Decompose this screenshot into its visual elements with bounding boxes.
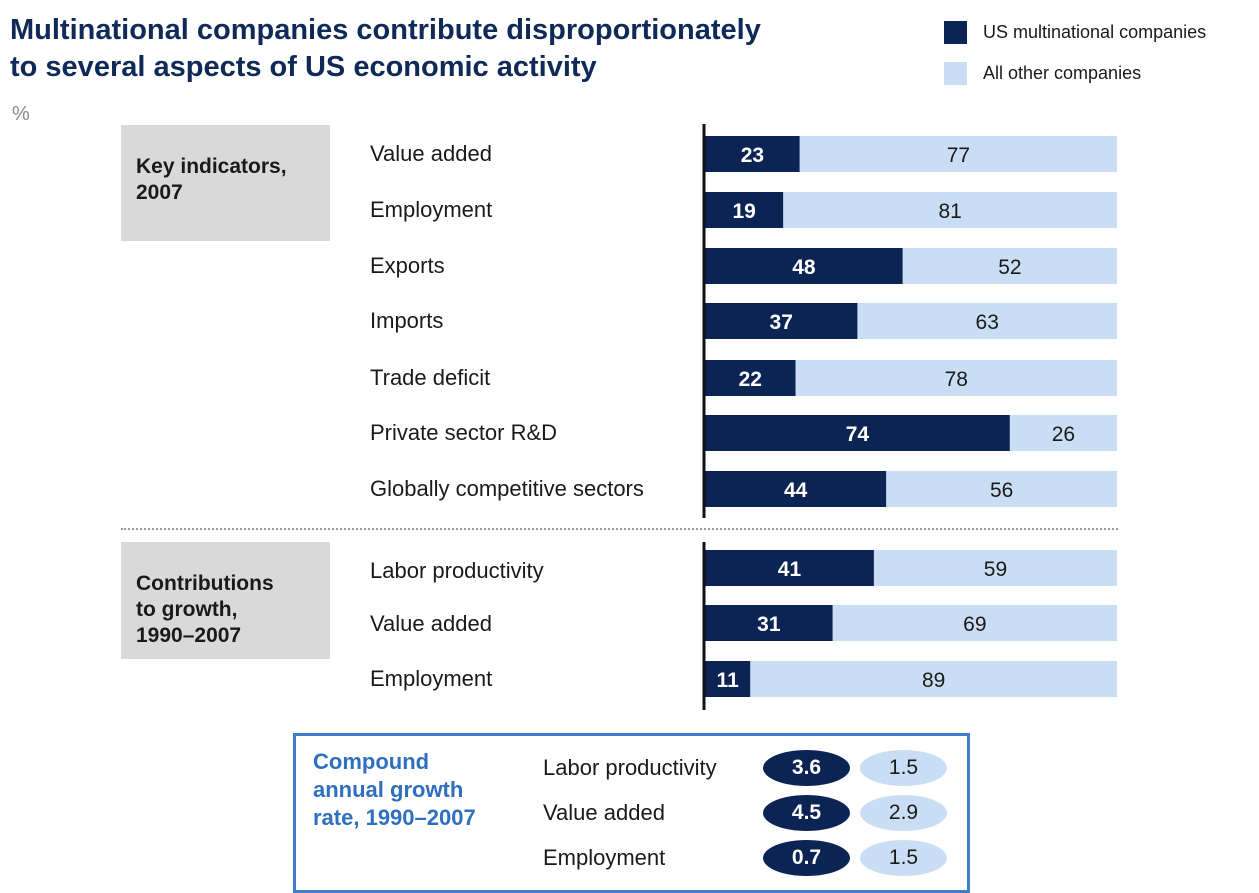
data-label-mnc: 41 xyxy=(778,558,802,581)
data-label-mnc: 23 xyxy=(741,144,764,167)
data-label-other: 52 xyxy=(998,256,1021,279)
cagr-row: Labor productivity 3.6 1.5 xyxy=(543,748,957,788)
group-contributions-to-growth: Contributions to growth, 1990–2007 xyxy=(121,542,330,659)
data-label-mnc: 19 xyxy=(732,200,755,223)
bar-mnc xyxy=(705,360,796,396)
bar-other xyxy=(795,360,1117,396)
row-label: Employment xyxy=(370,666,493,691)
cagr-row: Value added 4.5 2.9 xyxy=(543,793,957,833)
cagr-mnc-value: 3.6 xyxy=(763,750,850,786)
data-label-other: 78 xyxy=(945,368,968,391)
chart-title-line-1: Multinational companies contribute dispr… xyxy=(10,14,761,46)
cagr-row-label: Employment xyxy=(543,845,666,870)
bar-mnc xyxy=(705,550,874,586)
data-label-other: 89 xyxy=(922,669,945,692)
row-label: Globally competitive sectors xyxy=(370,476,644,501)
data-label-mnc: 48 xyxy=(792,256,816,279)
bar-other xyxy=(783,192,1117,228)
cagr-other-value: 2.9 xyxy=(860,795,947,831)
data-label-other: 81 xyxy=(938,200,961,223)
cagr-row-label: Labor productivity xyxy=(543,755,717,780)
data-label-mnc: 22 xyxy=(739,368,762,391)
bar-mnc xyxy=(705,661,751,697)
row-label: Labor productivity xyxy=(370,558,544,583)
bar-other xyxy=(1009,415,1117,451)
legend-swatch-mnc xyxy=(944,20,967,44)
row-label: Value added xyxy=(370,611,492,636)
data-label-other: 26 xyxy=(1052,423,1075,446)
bar-other xyxy=(873,550,1117,586)
section-divider xyxy=(121,528,1118,530)
cagr-title: Compound annual growth rate, 1990–2007 xyxy=(313,749,476,830)
cagr-mnc-value: 4.5 xyxy=(763,795,850,831)
cagr-row: Employment 0.7 1.5 xyxy=(543,838,957,878)
data-label-other: 63 xyxy=(976,311,999,334)
cagr-other-value: 1.5 xyxy=(860,840,947,876)
data-label-mnc: 31 xyxy=(757,613,781,636)
bar-other xyxy=(886,471,1117,507)
legend-item-mnc: US multinational companies xyxy=(944,16,1206,48)
chart-title-line-2: to several aspects of US economic activi… xyxy=(10,51,597,83)
legend-label-mnc: US multinational companies xyxy=(983,21,1207,42)
data-label-mnc: 44 xyxy=(784,479,808,502)
unit-label: % xyxy=(12,103,30,125)
stacked-bar-chart: 23 77 19 81 48 52 37 63 22 78 74 26 44 56 41 59 31 69 11 89 xyxy=(702,124,1117,710)
data-label-mnc: 37 xyxy=(770,311,793,334)
row-label: Value added xyxy=(370,141,492,166)
legend-swatch-other xyxy=(944,61,967,85)
data-label-other: 77 xyxy=(947,144,970,167)
bar-other xyxy=(799,136,1117,172)
legend-item-other: All other companies xyxy=(944,57,1206,89)
bar-mnc xyxy=(705,605,833,641)
bar-mnc xyxy=(705,303,858,339)
data-label-other: 69 xyxy=(963,613,986,636)
bar-mnc xyxy=(705,248,903,284)
data-label-mnc: 11 xyxy=(717,669,740,692)
row-label: Private sector R&D xyxy=(370,420,558,445)
chart-title: Multinational companies contribute dispr… xyxy=(10,12,930,86)
bar-mnc xyxy=(705,415,1010,451)
data-label-other: 59 xyxy=(984,558,1007,581)
bar-other xyxy=(902,248,1117,284)
cagr-panel: Compound annual growth rate, 1990–2007 L… xyxy=(293,733,970,893)
bar-mnc xyxy=(705,471,887,507)
cagr-other-value: 1.5 xyxy=(860,750,947,786)
bar-other xyxy=(750,661,1117,697)
cagr-mnc-value: 0.7 xyxy=(763,840,850,876)
legend-label-other: All other companies xyxy=(983,62,1142,83)
data-label-mnc: 74 xyxy=(846,423,870,446)
bar-other xyxy=(832,605,1117,641)
legend: US multinational companies All other com… xyxy=(944,16,1206,98)
group-key-indicators: Key indicators, 2007 xyxy=(121,125,330,241)
row-label: Employment xyxy=(370,197,493,222)
bar-mnc xyxy=(705,136,800,172)
row-label: Exports xyxy=(370,253,445,278)
row-label: Imports xyxy=(370,308,444,333)
bar-other xyxy=(857,303,1117,339)
data-label-other: 56 xyxy=(990,479,1013,502)
cagr-row-label: Value added xyxy=(543,800,665,825)
row-label: Trade deficit xyxy=(370,365,491,390)
bar-mnc xyxy=(705,192,784,228)
